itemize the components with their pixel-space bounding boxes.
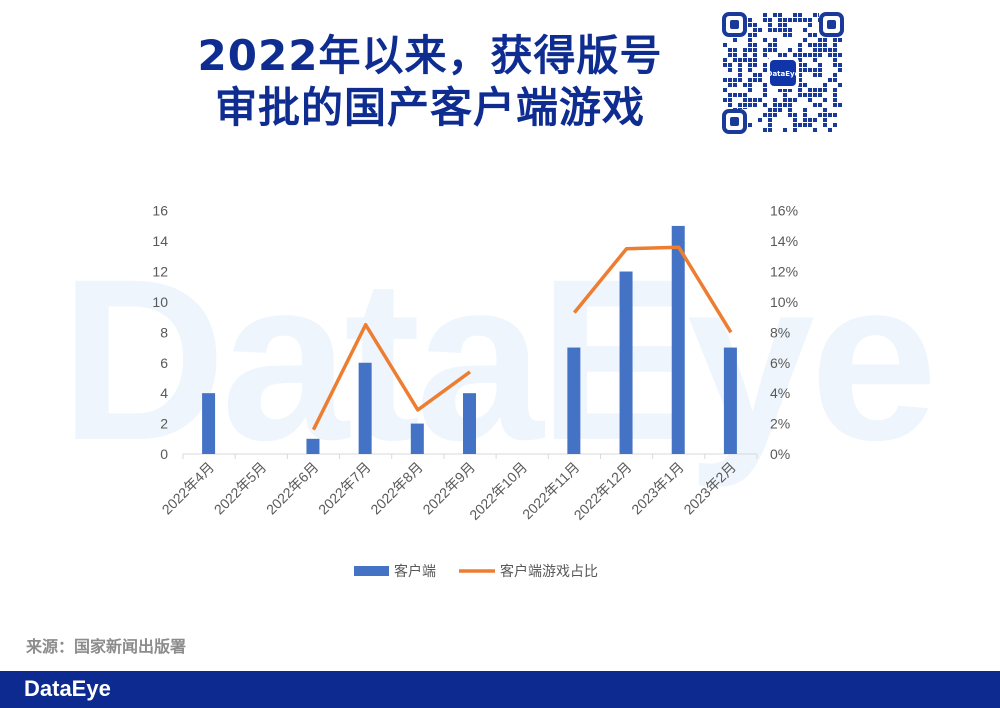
bar (306, 438, 320, 454)
x-tick-label: 2022年8月 (367, 459, 426, 518)
legend-swatch-bar (354, 566, 389, 576)
line-series (311, 245, 733, 431)
qr-code: DataEye (722, 12, 844, 134)
bar (202, 393, 216, 454)
y2-tick-label: 4% (770, 385, 790, 401)
legend: 客户端 客户端游戏占比 (354, 563, 598, 579)
x-tick-label: 2022年6月 (263, 459, 322, 518)
bar (358, 362, 372, 454)
title-line-2: 审批的国产客户端游戏 (214, 83, 645, 132)
y-tick-label: 10 (152, 294, 168, 310)
y2-tick-label: 6% (770, 355, 790, 371)
y-tick-label: 2 (160, 416, 168, 432)
source-note: 来源：国家新闻出版署 (26, 637, 187, 656)
y-tick-label: 8 (160, 324, 168, 340)
y-tick-label: 14 (152, 233, 168, 249)
bar (619, 271, 633, 454)
y2-tick-label: 16% (770, 203, 798, 219)
title-line-1: 2022年以来，获得版号 (197, 31, 663, 80)
qr-logo: DataEye (767, 70, 800, 78)
y2-tick-label: 10% (770, 294, 798, 310)
legend-label: 客户端游戏占比 (500, 563, 598, 579)
bar (723, 347, 737, 454)
y2-tick-label: 2% (770, 416, 790, 432)
y-tick-label: 16 (152, 203, 168, 219)
y-tick-label: 4 (160, 385, 168, 401)
y2-tick-label: 14% (770, 233, 798, 249)
page-title: 2022年以来，获得版号 审批的国产客户端游戏 (150, 30, 710, 134)
x-tick-label: 2023年2月 (680, 459, 739, 518)
y2-tick-label: 8% (770, 324, 790, 340)
y-tick-label: 6 (160, 355, 168, 371)
y2-tick-label: 0% (770, 446, 790, 462)
y2-tick-label: 12% (770, 264, 798, 280)
x-tick-label: 2023年1月 (628, 459, 687, 518)
y-tick-label: 12 (152, 264, 168, 280)
footer-logo: DataEye (24, 676, 111, 701)
x-tick-label: 2022年5月 (211, 459, 270, 518)
x-tick-label: 2022年4月 (159, 459, 218, 518)
bar (567, 347, 581, 454)
bar (463, 393, 476, 454)
chart: 0 2 4 6 8 10 12 14 16 0% 2% 4% 6% 8% 10% 12% 14% 16% 2022年… (152, 203, 798, 579)
legend-label: 客户端 (394, 563, 436, 579)
x-tick-label: 2022年7月 (315, 459, 374, 518)
bar (410, 423, 424, 454)
footer-bar: DataEye (0, 671, 1000, 708)
y-tick-label: 0 (160, 446, 168, 462)
bar (671, 225, 685, 454)
